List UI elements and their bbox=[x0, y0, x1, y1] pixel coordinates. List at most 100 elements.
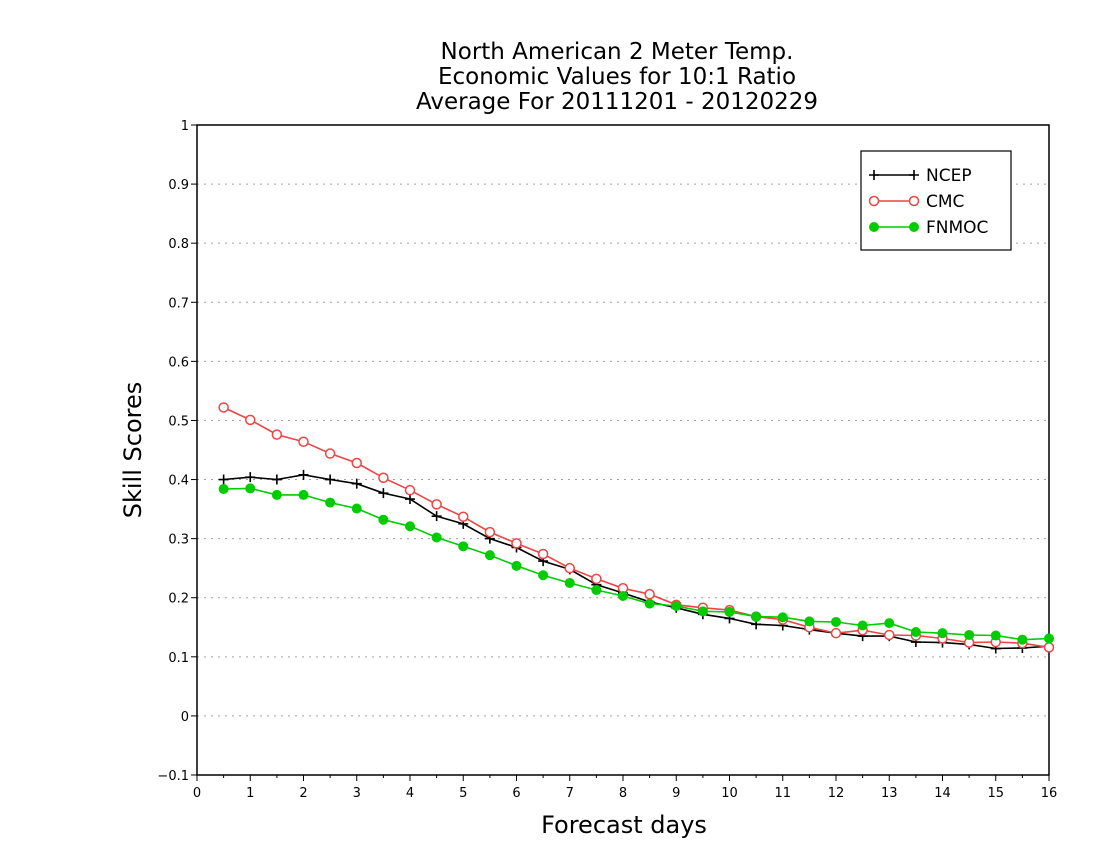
data-point-ncep bbox=[431, 511, 442, 522]
data-point-cmc bbox=[431, 499, 442, 510]
data-point-fnmoc bbox=[990, 630, 1001, 641]
legend-marker-fnmoc bbox=[909, 222, 919, 232]
legend-marker-ncep bbox=[869, 170, 879, 180]
legend: NCEP CMC FNMOC bbox=[860, 150, 1012, 251]
x-tick-label: 8 bbox=[619, 786, 627, 801]
data-point-ncep bbox=[298, 469, 309, 480]
data-point-cmc bbox=[1043, 642, 1055, 653]
legend-marker-cmc bbox=[908, 195, 920, 207]
legend-label-fnmoc: FNMOC bbox=[926, 218, 988, 238]
data-point-cmc bbox=[591, 573, 602, 585]
data-point-ncep bbox=[325, 474, 336, 485]
data-point-ncep bbox=[271, 474, 282, 485]
y-tick-label: 0.7 bbox=[168, 296, 189, 311]
data-point-cmc bbox=[298, 436, 309, 447]
data-point-fnmoc bbox=[405, 521, 415, 532]
legend-marker-ncep bbox=[909, 170, 919, 180]
data-point-fnmoc bbox=[804, 616, 815, 627]
x-tick-label: 1 bbox=[246, 786, 254, 801]
legend-label-ncep: NCEP bbox=[926, 166, 972, 186]
y-tick-label: 0.9 bbox=[168, 178, 189, 193]
axes: −0.100.10.20.30.40.50.60.70.80.910 1 2 3 4 5 6… bbox=[157, 119, 1057, 801]
data-point-cmc bbox=[324, 448, 336, 459]
data-point-cmc bbox=[218, 402, 229, 413]
data-point-ncep bbox=[378, 488, 389, 499]
y-tick-label: 0.1 bbox=[168, 651, 189, 666]
series-ncep bbox=[218, 469, 1054, 654]
data-point-fnmoc bbox=[325, 497, 336, 508]
data-point-fnmoc bbox=[538, 570, 549, 581]
series-layer bbox=[218, 402, 1055, 654]
data-point-fnmoc bbox=[511, 560, 522, 571]
data-point-fnmoc bbox=[697, 606, 708, 617]
data-point-fnmoc bbox=[831, 616, 841, 627]
y-tick-label: 0.6 bbox=[168, 355, 189, 370]
x-tick-label: 14 bbox=[934, 786, 951, 801]
data-point-fnmoc bbox=[218, 484, 229, 494]
x-tick-label: 16 bbox=[1041, 786, 1058, 801]
x-tick-label: 10 bbox=[721, 786, 738, 801]
x-tick-label: 2 bbox=[299, 786, 307, 801]
data-point-fnmoc bbox=[857, 620, 868, 631]
x-tick-label: 9 bbox=[672, 786, 680, 801]
data-point-cmc bbox=[378, 472, 389, 484]
y-tick-label: −0.1 bbox=[157, 769, 189, 784]
legend-label-cmc: CMC bbox=[926, 192, 964, 212]
data-point-fnmoc bbox=[751, 611, 762, 622]
data-point-cmc bbox=[884, 629, 895, 641]
legend-box bbox=[860, 150, 1012, 251]
x-tick-label: 7 bbox=[566, 786, 574, 801]
x-axis-title: Forecast days bbox=[541, 811, 707, 839]
legend-marker-cmc bbox=[868, 195, 880, 207]
data-point-fnmoc bbox=[964, 629, 975, 640]
y-tick-label: 0 bbox=[181, 710, 189, 725]
data-point-cmc bbox=[458, 511, 469, 523]
y-axis-title: Skill Scores bbox=[119, 382, 147, 519]
y-tick-label: 1 bbox=[181, 119, 189, 134]
x-tick-label: 12 bbox=[828, 786, 845, 801]
y-tick-label: 0.8 bbox=[168, 237, 189, 252]
x-tick-label: 13 bbox=[881, 786, 898, 801]
x-tick-label: 0 bbox=[193, 786, 201, 801]
data-point-fnmoc bbox=[937, 628, 948, 639]
data-point-cmc bbox=[537, 548, 549, 560]
x-tick-label: 5 bbox=[459, 786, 467, 801]
data-point-fnmoc bbox=[1044, 633, 1054, 644]
data-point-cmc bbox=[245, 414, 256, 426]
y-tick-label: 0.3 bbox=[168, 533, 189, 548]
data-point-cmc bbox=[564, 562, 575, 574]
series-line-ncep bbox=[223, 473, 1050, 650]
series-fnmoc bbox=[218, 483, 1054, 645]
data-point-fnmoc bbox=[591, 585, 602, 596]
data-point-fnmoc bbox=[245, 483, 256, 494]
series-line-cmc bbox=[223, 406, 1050, 649]
x-tick-label: 11 bbox=[774, 786, 791, 801]
data-point-fnmoc bbox=[644, 598, 655, 609]
title-line-3: Average For 20111201 - 20120229 bbox=[416, 89, 818, 115]
title-line-1: North American 2 Meter Temp. bbox=[441, 39, 794, 65]
data-point-cmc bbox=[404, 484, 416, 496]
data-point-fnmoc bbox=[378, 514, 389, 525]
x-tick-label: 15 bbox=[987, 786, 1004, 801]
data-point-fnmoc bbox=[431, 532, 442, 543]
data-point-cmc bbox=[271, 429, 283, 440]
data-point-cmc bbox=[484, 526, 496, 538]
data-point-fnmoc bbox=[884, 618, 895, 629]
data-point-fnmoc bbox=[1017, 634, 1028, 645]
data-point-fnmoc bbox=[910, 627, 921, 637]
data-point-fnmoc bbox=[458, 541, 469, 552]
data-point-fnmoc bbox=[724, 606, 735, 617]
data-point-cmc bbox=[351, 457, 362, 469]
x-tick-label: 4 bbox=[406, 786, 414, 801]
x-tick-label: 3 bbox=[353, 786, 361, 801]
y-tick-label: 0.4 bbox=[168, 474, 189, 489]
y-tick-label: 0.5 bbox=[168, 414, 189, 429]
data-point-cmc bbox=[644, 588, 655, 600]
series-cmc bbox=[218, 402, 1055, 653]
legend-marker-fnmoc bbox=[869, 222, 879, 232]
grid bbox=[197, 183, 1049, 717]
data-point-fnmoc bbox=[271, 489, 282, 500]
data-point-fnmoc bbox=[564, 577, 575, 588]
data-point-cmc bbox=[511, 538, 522, 549]
